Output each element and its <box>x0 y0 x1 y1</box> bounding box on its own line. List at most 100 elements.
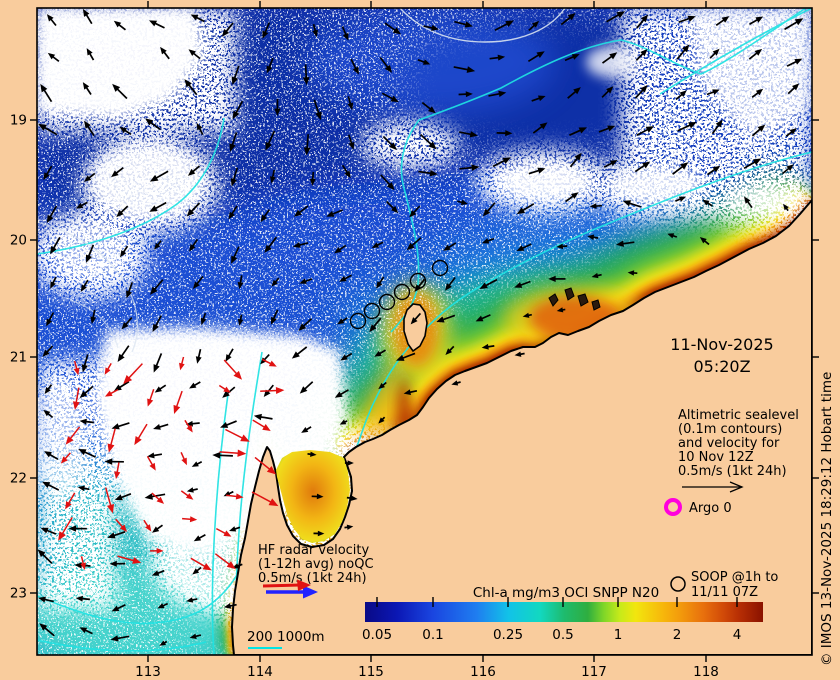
velocity-arrow <box>261 358 277 367</box>
velocity-arrow <box>492 157 511 168</box>
velocity-arrow <box>231 246 240 264</box>
velocity-arrow <box>569 127 587 136</box>
velocity-arrow <box>783 203 789 212</box>
velocity-arrow <box>82 8 93 25</box>
velocity-arrow <box>46 205 58 224</box>
velocity-arrow <box>115 518 128 533</box>
velocity-arrow <box>182 516 198 523</box>
velocity-arrow <box>589 203 602 209</box>
velocity-arrow <box>81 354 89 373</box>
velocity-arrow <box>149 279 164 295</box>
velocity-arrow <box>271 277 280 287</box>
velocity-arrow <box>152 315 162 332</box>
velocity-arrow <box>403 389 418 395</box>
x-tick-label: 116 <box>470 664 496 680</box>
velocity-arrow <box>75 201 88 209</box>
velocity-arrow <box>179 356 185 371</box>
velocity-arrow <box>254 456 277 475</box>
velocity-arrow <box>65 492 76 510</box>
velocity-arrow <box>488 90 507 97</box>
velocity-arrow <box>743 196 753 209</box>
velocity-arrow <box>114 493 132 501</box>
velocity-arrow <box>531 95 546 102</box>
velocity-arrow <box>481 237 495 244</box>
colorbar-ticks <box>376 597 738 607</box>
velocity-arrow <box>260 387 285 395</box>
velocity-arrow <box>82 82 92 95</box>
axis-ticks <box>30 1 819 662</box>
x-tick-label: 118 <box>693 664 719 680</box>
velocity-arrow <box>149 20 165 29</box>
velocity-arrow <box>223 603 237 609</box>
velocity-arrow <box>144 493 166 500</box>
velocity-arrow <box>341 164 351 179</box>
velocity-arrow <box>667 233 678 239</box>
velocity-arrow <box>40 83 53 103</box>
velocity-arrow <box>173 390 183 414</box>
velocity-arrow <box>117 345 130 362</box>
velocity-arrow <box>564 54 580 62</box>
velocity-arrow <box>636 14 649 29</box>
velocity-arrow <box>678 15 696 24</box>
velocity-arrow <box>699 237 710 246</box>
velocity-arrow <box>72 387 80 410</box>
velocity-arrow <box>46 312 55 327</box>
velocity-arrow <box>192 275 204 290</box>
velocity-arrow <box>112 83 128 100</box>
velocity-arrow <box>154 240 162 250</box>
velocity-arrow <box>587 234 599 240</box>
velocity-arrow <box>191 460 203 467</box>
velocity-arrow <box>384 22 402 35</box>
argo-marker-icon <box>664 498 682 516</box>
velocity-arrow <box>672 162 689 175</box>
velocity-arrow <box>266 57 274 74</box>
velocity-arrow <box>50 276 57 289</box>
velocity-arrow <box>489 54 506 61</box>
velocity-arrow <box>228 205 238 220</box>
velocity-arrow <box>85 244 95 263</box>
velocity-arrow <box>371 241 384 248</box>
velocity-arrow <box>104 487 115 514</box>
velocity-arrow <box>457 199 468 205</box>
velocity-arrow <box>298 318 313 331</box>
colorbar-tick-label: 0.25 <box>493 627 523 643</box>
velocity-arrow <box>223 359 243 380</box>
velocity-arrow <box>195 349 202 364</box>
dampier-islands <box>548 287 601 311</box>
velocity-arrow <box>200 312 207 326</box>
velocity-arrow <box>635 48 648 61</box>
velocity-arrow <box>42 481 60 491</box>
velocity-arrow <box>454 20 473 28</box>
altimetric-legend: Altimetric sealevel (0.1m contours) and … <box>678 408 799 493</box>
barrow-island <box>403 303 428 353</box>
velocity-arrow <box>107 530 126 539</box>
velocity-arrow <box>231 65 240 85</box>
velocity-arrow <box>556 243 568 250</box>
velocity-arrow <box>299 381 314 394</box>
velocity-arrow <box>417 59 431 65</box>
velocity-arrow <box>516 243 532 252</box>
velocity-arrow <box>253 413 273 421</box>
velocity-arrow <box>86 48 95 61</box>
velocity-arrow <box>113 20 127 31</box>
isobath-legend: 200 1000m <box>247 629 325 649</box>
colorbar: Chl-a mg/m3 OCI SNPP N20 0.05 0.1 0.25 0.5 1… <box>362 585 763 643</box>
velocity-arrow <box>225 348 234 362</box>
velocity-arrow <box>378 416 386 424</box>
velocity-arrow <box>347 134 355 150</box>
velocity-arrow <box>676 44 690 60</box>
velocity-arrow <box>229 132 238 152</box>
velocity-arrow <box>46 14 57 27</box>
velocity-arrow <box>751 124 766 137</box>
velocity-arrow <box>188 49 201 60</box>
velocity-arrow <box>784 18 804 31</box>
velocity-arrow <box>104 388 119 397</box>
velocity-arrow <box>230 167 239 187</box>
velocity-arrow <box>121 317 133 330</box>
velocity-arrow <box>601 52 618 64</box>
velocity-arrow <box>42 345 54 357</box>
velocity-arrow <box>79 385 94 398</box>
altimetric-line-3: and velocity for <box>678 436 780 451</box>
velocity-arrow <box>409 205 421 218</box>
velocity-arrow <box>326 209 343 217</box>
